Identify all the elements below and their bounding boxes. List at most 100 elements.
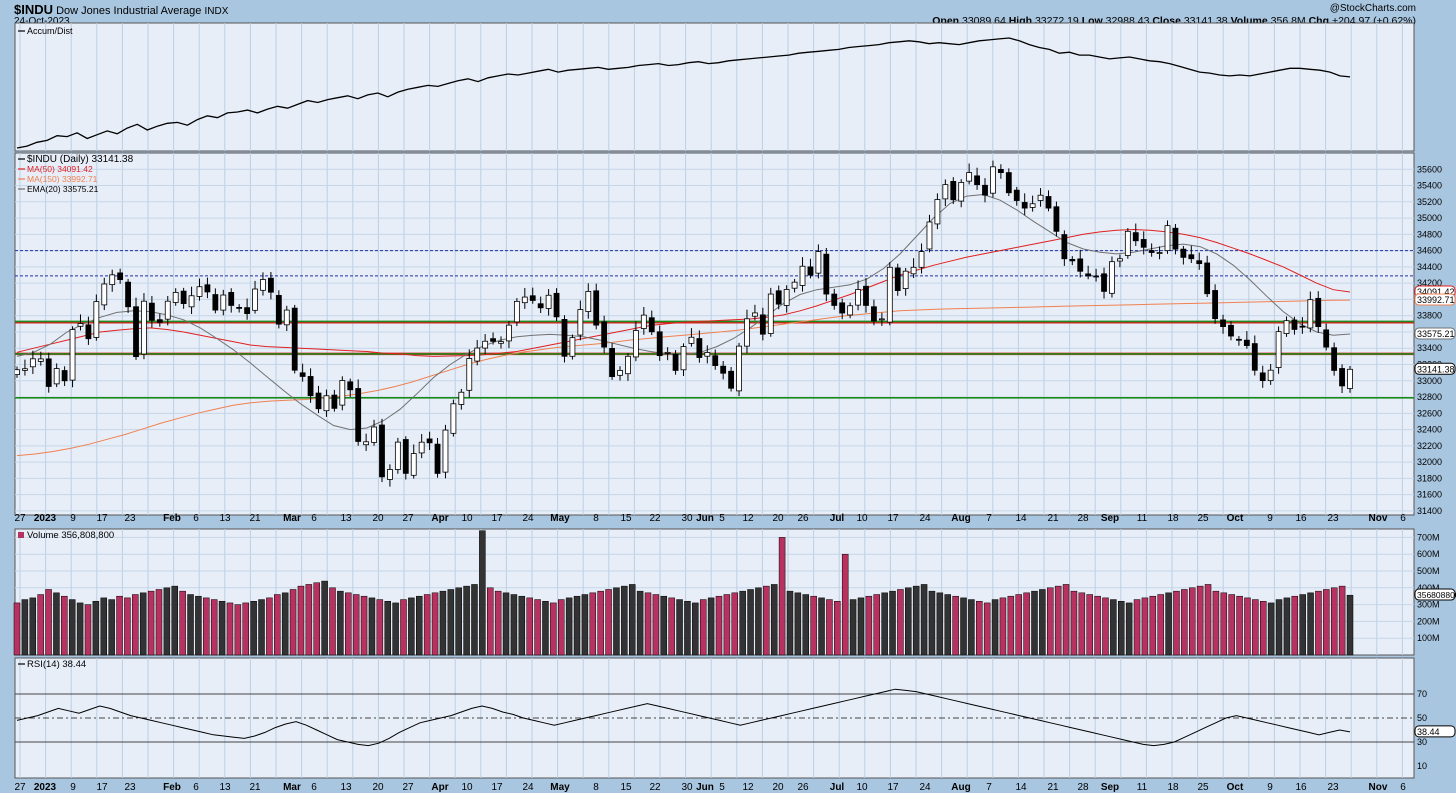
- candle-body: [188, 295, 195, 308]
- candle-body: [585, 291, 592, 312]
- candle-body: [839, 302, 846, 314]
- date-axis-label: Feb: [163, 513, 181, 524]
- volume-bar: [1323, 589, 1330, 656]
- candle-body: [458, 391, 465, 405]
- volume-bar: [416, 595, 423, 656]
- candle-body: [918, 251, 925, 268]
- candle-body: [490, 338, 496, 342]
- candle-body: [958, 182, 965, 202]
- volume-bar: [731, 592, 739, 656]
- copyright-logo[interactable]: @StockCharts.com: [1329, 3, 1416, 14]
- volume-bar: [408, 597, 415, 656]
- volume-bar: [605, 589, 612, 656]
- candle-body: [688, 336, 695, 344]
- volume-bar: [360, 595, 368, 656]
- date-axis-label: 9: [1267, 513, 1273, 524]
- candle-body: [950, 180, 957, 201]
- date-axis-label: 21: [249, 782, 261, 793]
- date-axis-label: 27: [402, 513, 414, 524]
- candle-body: [1005, 172, 1012, 194]
- date-axis-label: 22: [649, 513, 661, 524]
- price-tick-label: 32400: [1417, 425, 1442, 435]
- date-axis-label: Oct: [1227, 782, 1244, 793]
- volume-bar: [100, 597, 108, 656]
- volume-bar: [628, 584, 636, 656]
- candle-body: [1109, 261, 1115, 294]
- candle-body: [752, 312, 758, 317]
- volume-bar: [739, 590, 746, 656]
- price-tick-label: 35000: [1417, 213, 1442, 223]
- candle-body: [1116, 258, 1123, 262]
- volume-bar: [53, 592, 60, 656]
- candle-body: [196, 286, 203, 297]
- candle-body: [1132, 232, 1139, 242]
- volume-bar: [1118, 600, 1125, 656]
- volume-bar: [1330, 587, 1338, 656]
- axis-labels: 31400 31600 31800 32000 32200 32400 32600 32800…: [14, 164, 1456, 793]
- price-legend-item: $INDU (Daily) 33141.38: [27, 154, 134, 165]
- date-axis-label: 26: [797, 782, 809, 793]
- rsi-tick-label: 10: [1417, 761, 1427, 771]
- candle-body: [1093, 275, 1099, 278]
- price-legend-item: MA(150) 33992.71: [27, 174, 98, 184]
- candle-body: [815, 251, 822, 274]
- volume-bar: [1007, 595, 1015, 656]
- date-axis-label: 16: [1295, 513, 1307, 524]
- candle-body: [1013, 189, 1020, 201]
- candle-body: [609, 347, 615, 378]
- volume-bar: [644, 592, 652, 656]
- date-axis-label: Aug: [951, 513, 970, 524]
- date-axis-label: 21: [249, 513, 261, 524]
- date-axis-label: 17: [96, 782, 108, 793]
- price-tick-label: 32000: [1417, 457, 1442, 467]
- date-axis-label: 15: [620, 513, 632, 524]
- volume-bar: [384, 600, 391, 656]
- volume-bar: [1244, 597, 1251, 656]
- candle-body: [601, 321, 608, 348]
- symbol[interactable]: $INDU: [14, 2, 54, 17]
- candle-body: [529, 295, 536, 301]
- volume-bar: [755, 587, 762, 656]
- date-axis-label: 27: [402, 782, 414, 793]
- volume-bar: [45, 589, 52, 656]
- candle-body: [172, 292, 179, 303]
- candle-body: [974, 175, 980, 186]
- volume-bar: [802, 594, 810, 656]
- volume-bar: [274, 594, 281, 656]
- date-axis-label: 27: [14, 513, 26, 524]
- volume-bar: [400, 599, 407, 656]
- date-axis-label: 2023: [34, 513, 57, 524]
- candle-body: [371, 426, 377, 443]
- candle-body: [363, 441, 370, 446]
- volume-bar: [392, 602, 399, 656]
- volume-bar: [889, 590, 896, 656]
- volume-bar: [1165, 592, 1172, 656]
- candle-body: [37, 358, 44, 362]
- volume-bar: [124, 597, 131, 656]
- volume-tick-label: 100M: [1417, 633, 1440, 643]
- candle-body: [323, 395, 330, 412]
- candle-body: [268, 277, 274, 293]
- volume-bar: [1267, 602, 1275, 656]
- volume-bar: [471, 584, 478, 656]
- volume-bar: [163, 587, 171, 656]
- candle-body: [69, 329, 76, 381]
- volume-legend: Volume 356,808,800: [27, 530, 114, 541]
- candle-body: [85, 324, 92, 340]
- volume-bar: [242, 602, 249, 656]
- price-last-label-box: [1414, 293, 1456, 306]
- candle-body: [1180, 248, 1187, 258]
- volume-bar: [794, 592, 802, 656]
- candlesticks: [15, 160, 1353, 487]
- volume-bar: [1228, 594, 1235, 656]
- price-last-label: 34091.42: [1417, 287, 1455, 297]
- candle-body: [934, 199, 941, 225]
- volume-bar: [834, 600, 841, 656]
- candle-body: [1228, 324, 1234, 337]
- date-axis-label: 7: [986, 782, 992, 793]
- symbol-name: Dow Jones Industrial Average: [56, 5, 202, 17]
- date-axis-label: 11: [1137, 513, 1148, 524]
